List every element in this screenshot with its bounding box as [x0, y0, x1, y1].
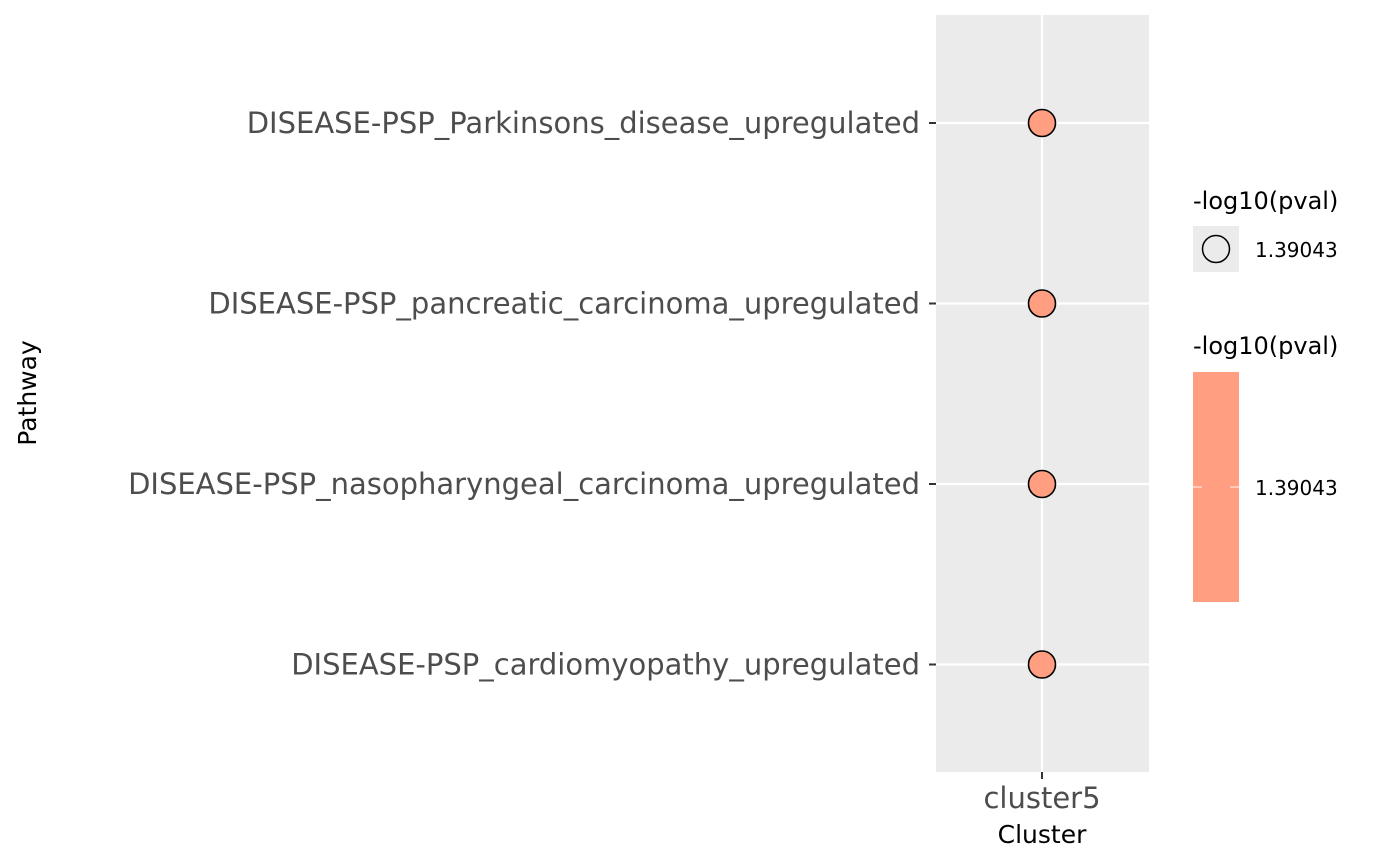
y-tick-label: DISEASE-PSP_nasopharyngeal_carcinoma_upr…	[128, 467, 920, 501]
data-point	[1027, 650, 1057, 679]
size-legend-symbol	[1201, 234, 1231, 264]
data-point	[1027, 469, 1057, 499]
x-axis-title: Cluster	[998, 820, 1087, 849]
data-point	[1027, 289, 1057, 318]
color-legend-label: 1.39043	[1255, 476, 1338, 500]
y-tick-label: DISEASE-PSP_Parkinsons_disease_upregulat…	[247, 106, 920, 140]
color-legend-title: -log10(pval)	[1193, 332, 1338, 360]
y-axis-title: Pathway	[13, 340, 42, 446]
size-legend-title: -log10(pval)	[1193, 187, 1338, 215]
x-tick-label: cluster5	[983, 781, 1100, 815]
color-legend: -log10(pval) 1.39043	[1193, 332, 1338, 602]
size-legend-key	[1193, 226, 1239, 272]
size-legend-label: 1.39043	[1255, 238, 1338, 262]
x-axis: cluster5	[983, 772, 1101, 815]
data-point	[1027, 108, 1057, 138]
y-tick-label: DISEASE-PSP_cardiomyopathy_upregulated	[291, 648, 920, 682]
y-tick-label: DISEASE-PSP_pancreatic_carcinoma_upregul…	[208, 287, 920, 321]
data-points	[1027, 108, 1057, 679]
y-axis: DISEASE-PSP_Parkinsons_disease_upregulat…	[128, 106, 936, 682]
size-legend: -log10(pval) 1.39043	[1193, 187, 1338, 272]
